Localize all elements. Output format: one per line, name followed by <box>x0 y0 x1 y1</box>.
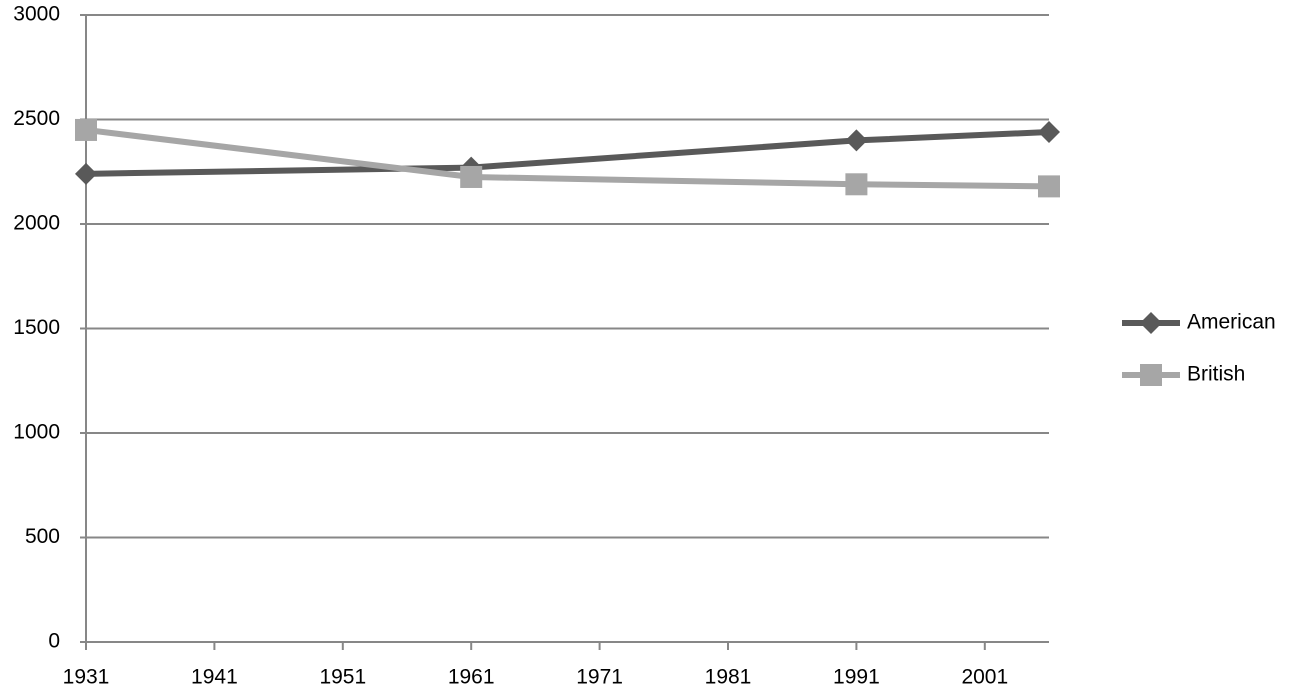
y-tick-label: 1000 <box>13 421 60 444</box>
x-tick-label: 1961 <box>448 666 495 689</box>
data-point <box>1038 121 1060 144</box>
y-tick-label: 0 <box>48 630 60 653</box>
x-tick-label: 1981 <box>705 666 752 689</box>
x-tick-label: 1941 <box>191 666 238 689</box>
series-line <box>85 129 1050 177</box>
legend-marker <box>1140 364 1162 386</box>
data-point <box>845 129 868 152</box>
x-tick-label: 1991 <box>833 666 880 689</box>
data-point <box>75 118 97 141</box>
legend-label: American <box>1187 311 1276 334</box>
x-tick-label: 1931 <box>63 666 110 689</box>
legend-label: British <box>1187 363 1245 386</box>
y-tick-label: 500 <box>25 525 60 548</box>
x-tick-label: 1951 <box>319 666 366 689</box>
data-point <box>1038 175 1060 198</box>
data-point <box>845 173 868 196</box>
x-tick-label: 1971 <box>576 666 623 689</box>
y-tick-label: 2500 <box>13 107 60 130</box>
y-tick-label: 3000 <box>13 3 60 26</box>
series-line <box>85 126 1050 190</box>
legend-marker <box>1140 312 1162 334</box>
data-point <box>75 162 97 185</box>
y-tick-label: 2000 <box>13 212 60 235</box>
x-tick-label: 2001 <box>961 666 1008 689</box>
data-point <box>460 165 483 188</box>
y-tick-label: 1500 <box>13 316 60 339</box>
